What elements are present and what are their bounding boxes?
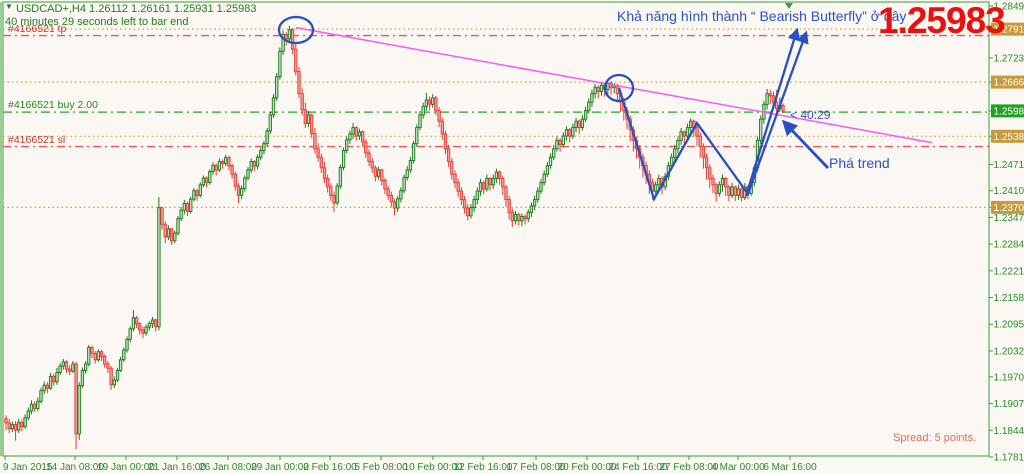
- zigzag-projection-arrow: [617, 30, 809, 202]
- annotation-headline: Khả năng hình thành “ Bearish Butterfly”…: [617, 8, 907, 24]
- time-tick-label: 9 Jan 2015: [3, 462, 53, 473]
- price-tick-label: 1.22840: [994, 240, 1024, 251]
- time-tick-label: 6 Mar 16:00: [763, 462, 817, 473]
- symbol-marker-icon: ▼: [5, 2, 13, 11]
- price-tick-label: 1.22210: [994, 266, 1024, 277]
- price-tick-label: 1.27235: [994, 53, 1024, 64]
- price-tick-label: 1.21580: [994, 293, 1024, 304]
- order-tp-label[interactable]: #4166521 tp: [8, 23, 67, 35]
- price-axis[interactable]: 1.28495 1.27915 1.27235 1.26664 1.25983 1.253…: [989, 2, 1024, 464]
- analysis-sketch: [277, 15, 830, 202]
- bar-countdown-text: 40 minutes 29 seconds left to bar end: [5, 16, 189, 28]
- time-tick-label: 14 Jan 08:00: [46, 462, 104, 473]
- time-tick-label: 4 Mar 00:00: [711, 462, 765, 473]
- price-tick-label: 1.17815: [994, 453, 1024, 464]
- break-trend-arrow: [781, 119, 830, 169]
- time-tick-label: 27 Feb 08:00: [660, 462, 719, 473]
- time-tick-label: 26 Jan 08:00: [199, 462, 257, 473]
- time-tick-label: 2 Feb 16:00: [303, 462, 357, 473]
- spread-text: Spread: 5 points.: [893, 432, 977, 444]
- time-tick-label: 20 Feb 00:00: [558, 462, 617, 473]
- peak-circle-2: [603, 73, 635, 103]
- annotation-countdown-tag: < 40:29: [790, 108, 831, 122]
- descending-trendline[interactable]: [295, 26, 933, 144]
- price-tick-label: 1.19075: [994, 399, 1024, 410]
- upside-arrow: [744, 27, 801, 197]
- peak-circle-1: [277, 15, 315, 45]
- chart-title: USDCAD+,H4 1.26112 1.26161 1.25931 1.259…: [16, 3, 257, 15]
- price-tick-label: 1.24715: [994, 160, 1024, 171]
- price-level-lines[interactable]: [3, 28, 989, 208]
- price-tick-label: 1.19705: [994, 372, 1024, 383]
- price-tick-label: 1.26664: [994, 78, 1024, 89]
- time-tick-label: 17 Feb 08:00: [507, 462, 566, 473]
- time-tick-label: 10 Feb 00:00: [404, 462, 463, 473]
- time-tick-label: 19 Jan 00:00: [97, 462, 155, 473]
- price-tick-label: 1.20950: [994, 320, 1024, 331]
- price-tick-label: 1.18445: [994, 426, 1024, 437]
- price-tick-label: 1.23705: [994, 203, 1024, 214]
- time-tick-label: 24 Feb 16:00: [609, 462, 668, 473]
- plot-border: [2, 1, 990, 457]
- price-tick-label: 1.25385: [994, 132, 1024, 143]
- price-tick-label: 1.28495: [994, 2, 1024, 13]
- price-tick-label: 1.27915: [994, 25, 1024, 36]
- price-tick-label: 1.20320: [994, 346, 1024, 357]
- time-tick-label: 12 Feb 16:00: [454, 462, 513, 473]
- time-tick-label: 21 Jan 16:00: [148, 462, 206, 473]
- price-tick-label: 1.23470: [994, 213, 1024, 224]
- annotation-big-price: 1.25983: [878, 0, 1006, 41]
- candles: [4, 25, 785, 450]
- time-tick-label: 29 Jan 00:00: [251, 462, 309, 473]
- annotation-break-trend-label: Phá trend: [829, 155, 890, 171]
- order-buy-label[interactable]: #4166521 buy 2.00: [8, 99, 98, 111]
- time-tick-label: 5 Feb 08:00: [354, 462, 408, 473]
- order-sl-label[interactable]: #4166521 sl: [8, 134, 66, 146]
- last-bar-marker-icon: [785, 3, 793, 9]
- price-tick-label: 1.24100: [994, 186, 1024, 197]
- price-tick-label: 1.25983: [994, 106, 1024, 117]
